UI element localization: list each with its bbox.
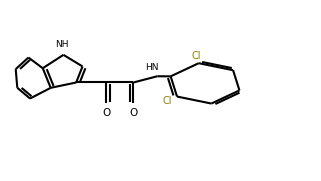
Text: Cl: Cl	[162, 96, 172, 106]
Text: O: O	[102, 108, 110, 118]
Text: O: O	[129, 108, 138, 118]
Text: NH: NH	[55, 40, 69, 49]
Text: Cl: Cl	[192, 51, 201, 61]
Text: HN: HN	[145, 63, 158, 72]
